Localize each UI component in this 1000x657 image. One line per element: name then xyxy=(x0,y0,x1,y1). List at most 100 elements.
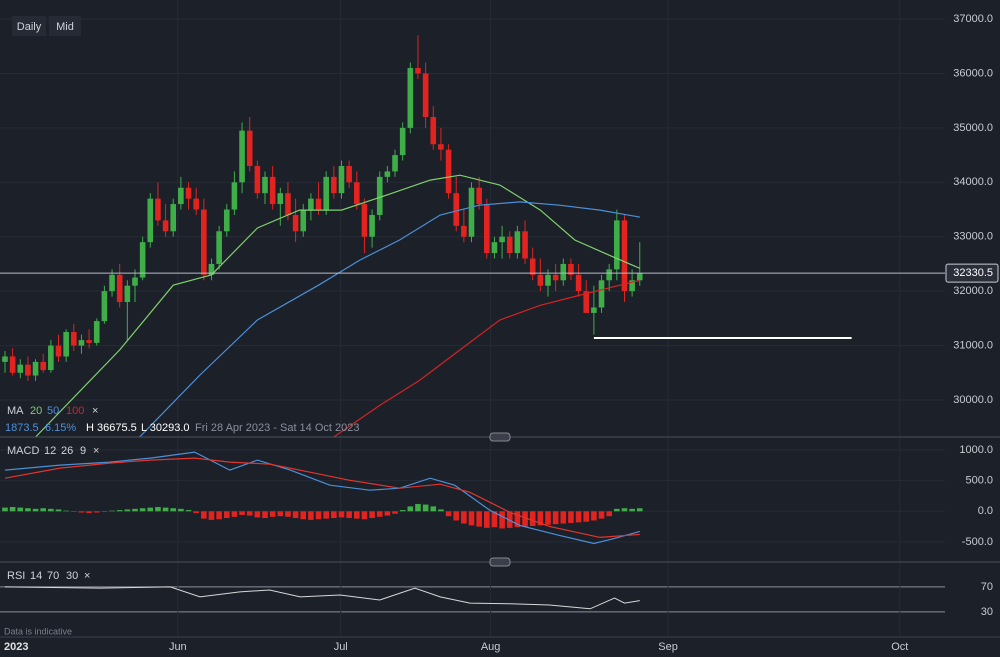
histogram-bar xyxy=(86,511,92,514)
candle-body xyxy=(484,204,490,254)
histogram-bar xyxy=(231,511,238,517)
rsi-param: 14 xyxy=(30,570,42,582)
histogram-bar xyxy=(315,511,322,520)
y-tick-label: 70 xyxy=(981,581,993,593)
candle-body xyxy=(598,280,605,308)
histogram-bar xyxy=(491,511,498,528)
candle-body xyxy=(55,345,62,357)
candle-body xyxy=(560,263,567,281)
last-price-label: 32330.5 xyxy=(953,267,993,279)
histogram-bar xyxy=(101,511,108,512)
histogram-bar xyxy=(9,507,16,512)
candle-body xyxy=(25,364,31,376)
histogram-bar xyxy=(193,511,199,514)
candle-body xyxy=(277,193,284,205)
candle-body xyxy=(292,214,299,232)
histogram-bar xyxy=(476,511,482,527)
candle-body xyxy=(9,356,16,373)
rsi-title: RSI xyxy=(7,570,25,582)
histogram-bar xyxy=(614,508,620,512)
candle-body xyxy=(430,117,437,145)
y-tick-label: -500.0 xyxy=(962,536,993,548)
histogram-bar xyxy=(514,511,521,528)
disclaimer: Data is indicative xyxy=(4,626,72,636)
y-tick-label: 1000.0 xyxy=(959,444,993,456)
candle-body xyxy=(285,193,291,215)
change-value: 1873.5 xyxy=(5,422,39,434)
price-type-button-label[interactable]: Mid xyxy=(56,21,74,33)
price-pane xyxy=(0,35,945,437)
candle-body xyxy=(201,209,207,275)
interval-button[interactable] xyxy=(12,16,46,36)
y-tick-label: 32000.0 xyxy=(953,285,993,297)
high-value: H 36675.5 xyxy=(86,422,137,434)
interval-button-label[interactable]: Daily xyxy=(17,21,42,33)
date-range: Fri 28 Apr 2023 - Sat 14 Oct 2023 xyxy=(195,422,359,434)
candle-body xyxy=(338,165,345,194)
histogram-bar xyxy=(78,511,85,513)
y-tick-label: 30 xyxy=(981,606,993,618)
histogram-bar xyxy=(453,511,460,521)
candle-body xyxy=(300,209,307,232)
candle-body xyxy=(331,176,337,194)
candle-body xyxy=(407,68,414,128)
histogram-bar xyxy=(522,511,528,527)
histogram-bar xyxy=(162,507,169,512)
close-indicator[interactable]: × xyxy=(93,445,99,457)
candle-body xyxy=(109,274,115,292)
histogram-bar xyxy=(376,511,383,517)
histogram-bar xyxy=(155,507,161,512)
candle-body xyxy=(2,356,8,362)
candle-body xyxy=(575,274,582,292)
histogram-bar xyxy=(269,511,276,517)
histogram-bar xyxy=(361,511,368,520)
year-label: 2023 xyxy=(4,641,28,653)
close-indicator[interactable]: × xyxy=(84,570,90,582)
candle-body xyxy=(101,291,108,322)
histogram-bar xyxy=(552,511,559,525)
y-tick-label: 0.0 xyxy=(978,505,993,517)
candle-body xyxy=(537,274,544,286)
candle-body xyxy=(422,73,429,118)
histogram-bar xyxy=(185,510,192,512)
candle-body xyxy=(614,220,620,270)
close-indicator[interactable]: × xyxy=(92,405,98,417)
candle-body xyxy=(506,236,513,254)
pane-resize-handle[interactable] xyxy=(489,432,511,442)
histogram-bar xyxy=(208,511,215,520)
rsi-param: 30 xyxy=(66,570,78,582)
pane-resize-handle[interactable] xyxy=(489,557,511,567)
histogram-bar xyxy=(277,511,284,517)
histogram-bar xyxy=(139,508,146,512)
candle-body xyxy=(239,130,245,183)
candle-body xyxy=(621,220,628,292)
candle-body xyxy=(415,68,421,74)
histogram-bar xyxy=(606,511,612,517)
histogram-bar xyxy=(93,511,100,513)
histogram-bar xyxy=(147,507,154,512)
candle-body xyxy=(40,361,47,371)
x-tick-label: Jun xyxy=(169,641,187,653)
histogram-bar xyxy=(55,509,62,512)
candle-body xyxy=(636,273,643,281)
y-tick-label: 31000.0 xyxy=(953,339,993,351)
histogram-bar xyxy=(254,511,261,518)
price-type-button[interactable] xyxy=(49,16,81,36)
candle-body xyxy=(86,340,92,343)
histogram-bar xyxy=(25,508,31,512)
candle-body xyxy=(193,198,199,210)
macd-line xyxy=(4,451,640,545)
rsi-pane xyxy=(4,586,640,610)
moving-average-line xyxy=(333,279,640,437)
histogram-bar xyxy=(201,511,207,519)
histogram-bar xyxy=(461,511,467,524)
macd-line xyxy=(4,457,640,539)
candle-body xyxy=(353,182,360,205)
candle-body xyxy=(308,198,314,210)
histogram-bar xyxy=(216,511,222,520)
x-tick-label: Aug xyxy=(481,641,501,653)
histogram-bar xyxy=(422,504,429,512)
y-tick-label: 34000.0 xyxy=(953,176,993,188)
candle-body xyxy=(93,321,100,343)
candle-body xyxy=(231,182,238,210)
